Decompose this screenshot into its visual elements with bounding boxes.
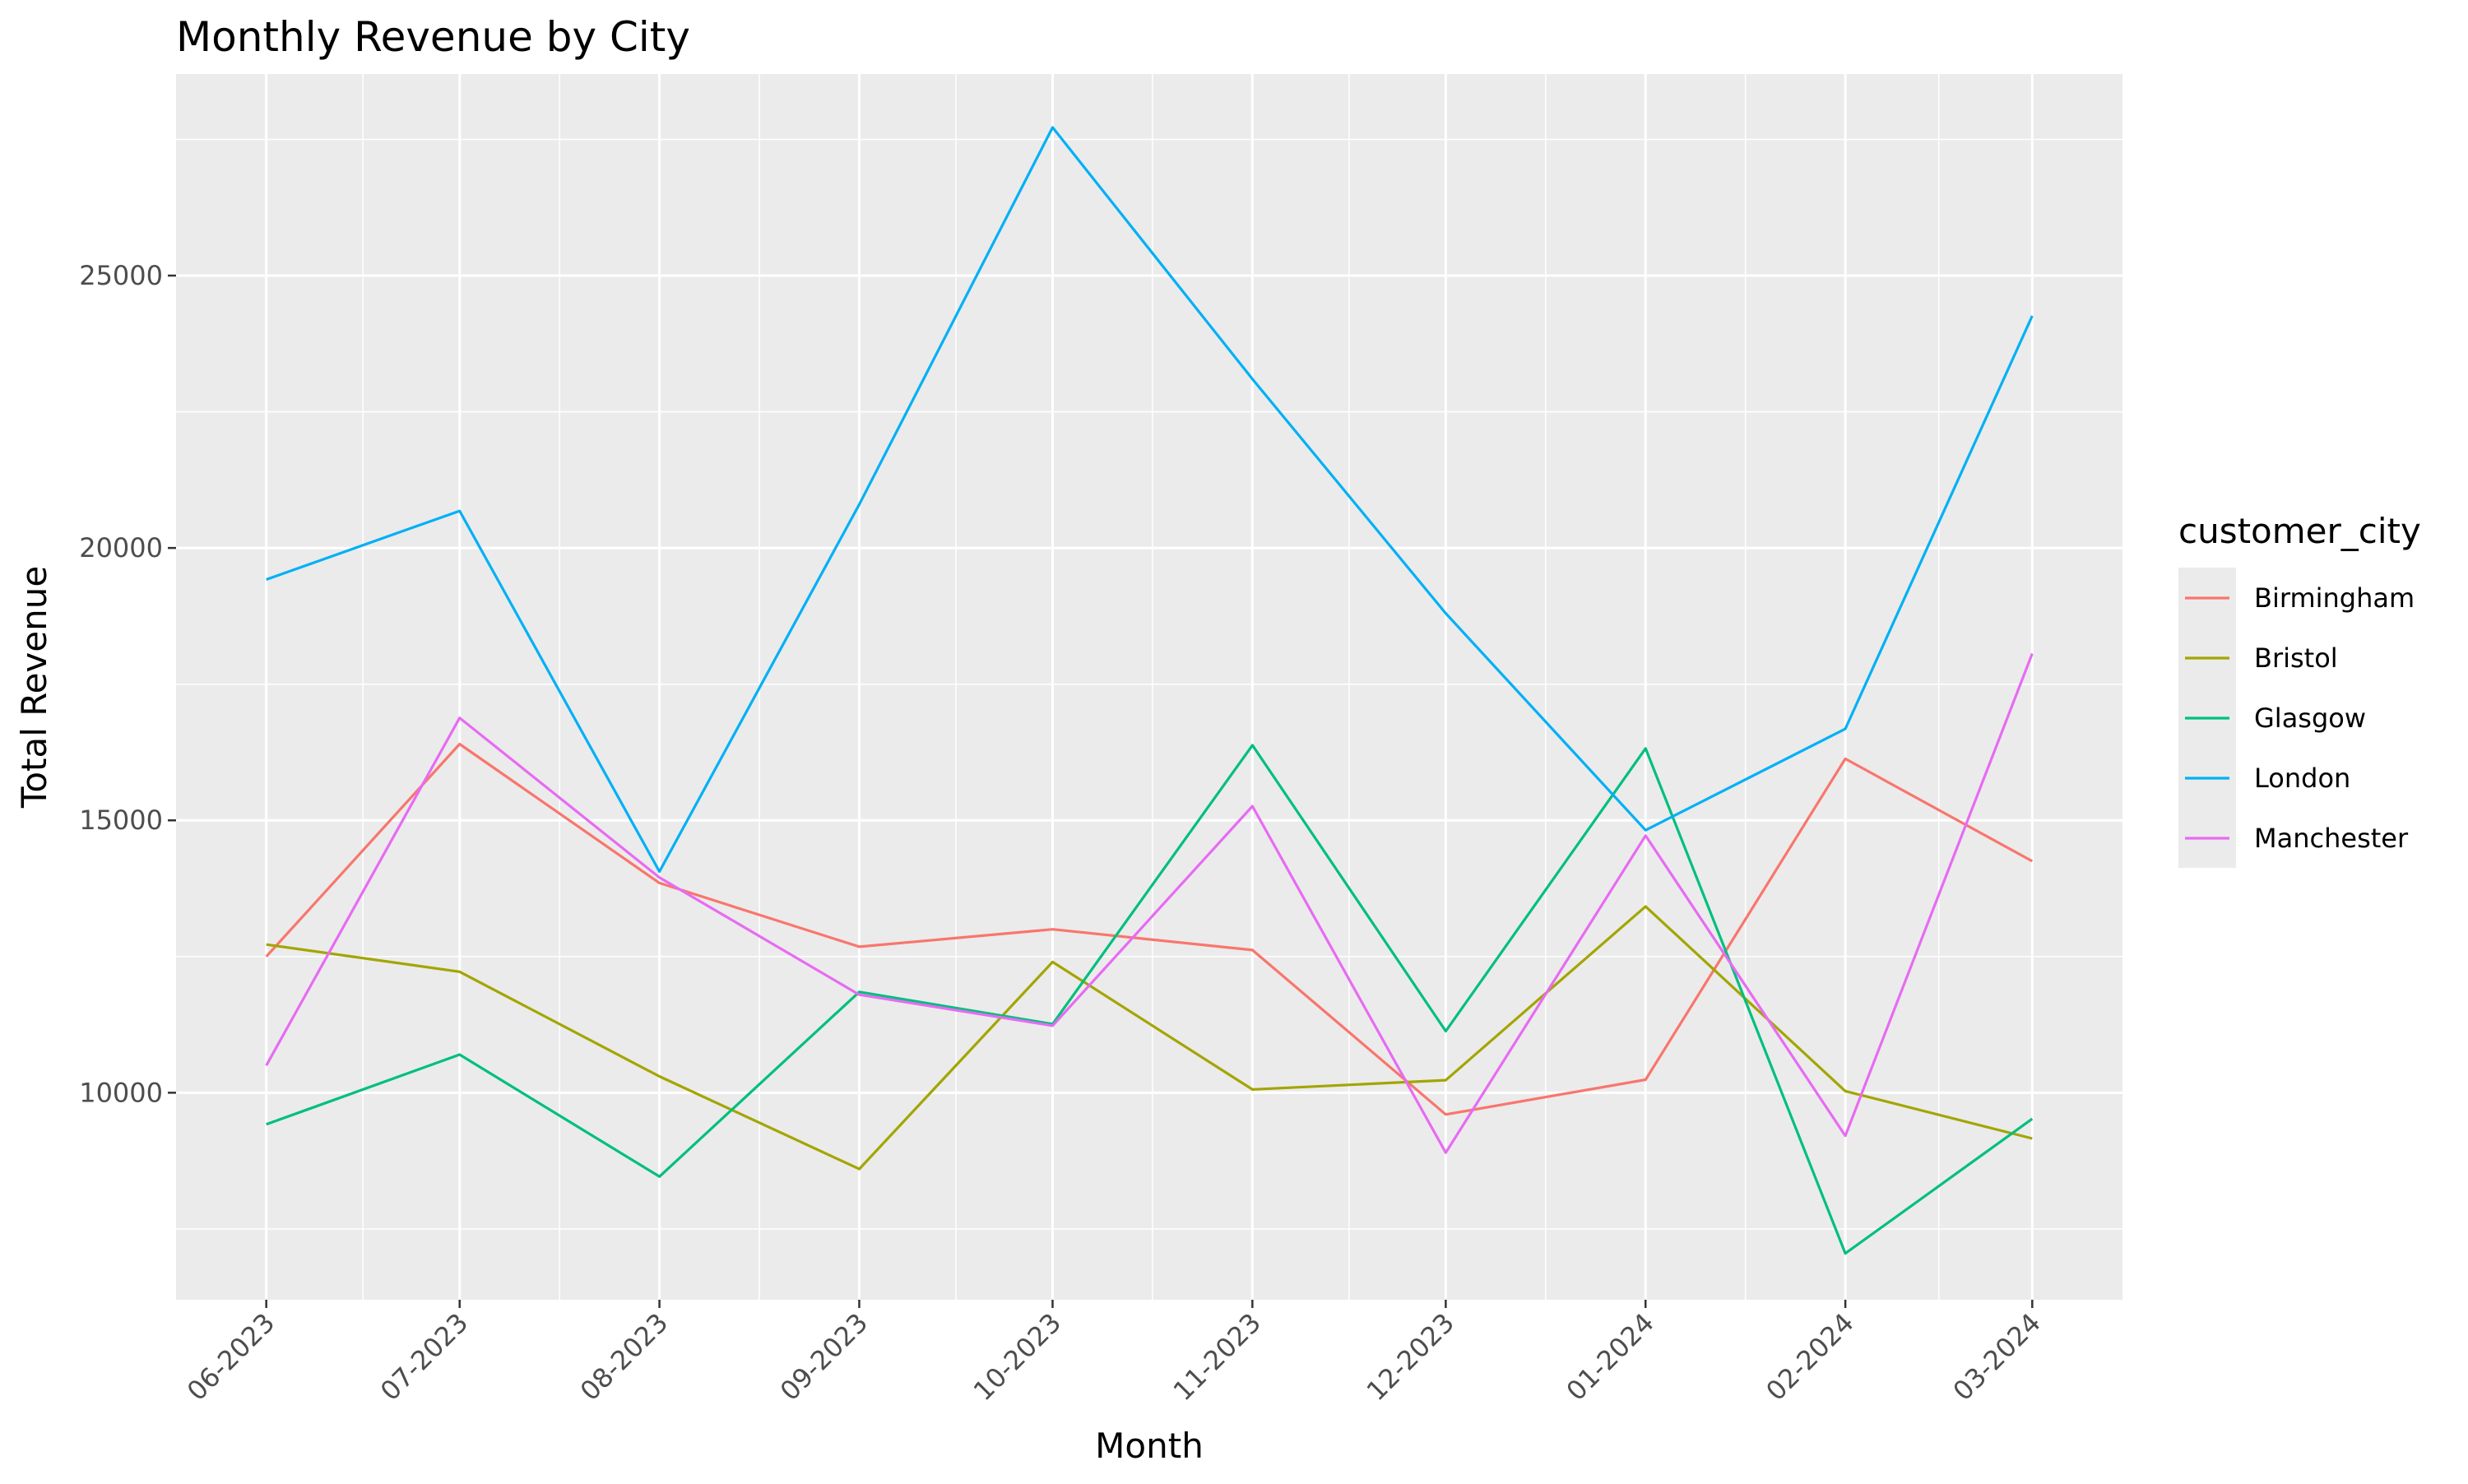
y-tick-label: 20000 (79, 532, 163, 563)
x-tick-label: 08-2023 (574, 1307, 674, 1407)
legend-label-bristol: Bristol (2254, 642, 2338, 674)
x-tick-label: 02-2024 (1760, 1307, 1859, 1407)
legend-label-glasgow: Glasgow (2254, 703, 2366, 734)
x-tick-label: 11-2023 (1167, 1307, 1267, 1407)
legend-title: customer_city (2178, 511, 2421, 551)
legend-label-birmingham: Birmingham (2254, 582, 2415, 614)
plot-panel (176, 74, 2122, 1300)
x-tick-label: 12-2023 (1361, 1307, 1460, 1407)
x-axis-label: Month (1095, 1426, 1204, 1466)
legend-label-manchester: Manchester (2254, 823, 2409, 854)
series-lines (265, 126, 2034, 1255)
legend-label-london: London (2254, 763, 2350, 794)
series-line-manchester (265, 653, 2034, 1154)
x-tick-label: 06-2023 (181, 1307, 281, 1407)
legend: customer_city Birmingham Bristol Glasgow Lo… (2178, 511, 2421, 868)
major-gridlines (176, 74, 2122, 1300)
y-tick-label: 10000 (79, 1077, 163, 1108)
y-tick-label: 15000 (79, 805, 163, 836)
series-line-birmingham (265, 742, 2034, 1116)
x-tick-label: 01-2024 (1561, 1307, 1660, 1407)
y-axis-label: Total Revenue (14, 566, 54, 809)
y-axis: 10000 15000 20000 25000 (79, 260, 176, 1108)
y-tick-label: 25000 (79, 260, 163, 291)
x-tick-label: 09-2023 (774, 1307, 874, 1407)
x-tick-label: 03-2024 (1947, 1307, 2047, 1407)
x-axis: 06-2023 07-2023 08-2023 09-2023 10-2023 11-20… (181, 1300, 2047, 1407)
minor-gridlines (176, 74, 2122, 1300)
series-line-glasgow (266, 744, 2034, 1255)
chart-title: Monthly Revenue by City (176, 13, 690, 61)
series-line-london (266, 126, 2034, 874)
x-tick-label: 10-2023 (967, 1307, 1067, 1407)
x-tick-label: 07-2023 (374, 1307, 474, 1407)
legend-items: Birmingham Bristol Glasgow London Manchester (2185, 582, 2415, 854)
